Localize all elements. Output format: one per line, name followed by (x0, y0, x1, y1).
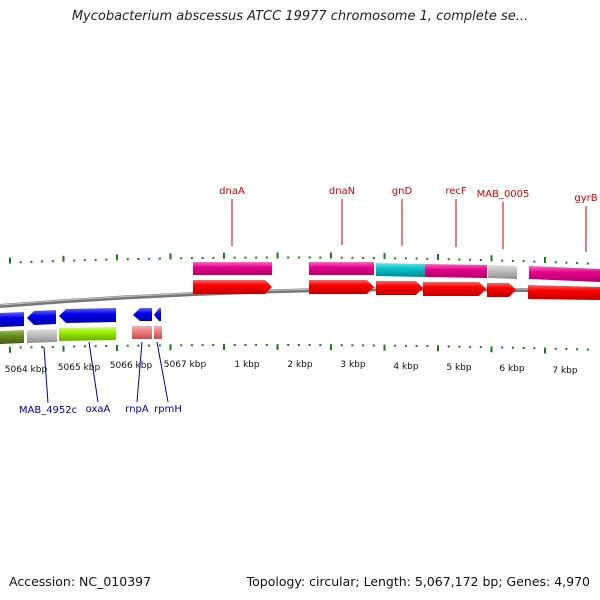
gene-label-rnpA[interactable]: rnpA (125, 404, 149, 415)
gene-label-MAB_0005[interactable]: MAB_0005 (477, 189, 530, 200)
gene-rpmH-arrow[interactable] (154, 308, 161, 321)
topology-label: Topology: circular; Length: 5,067,172 bp… (246, 574, 590, 589)
scale-label: 1 kbp (234, 360, 260, 370)
scale-label: 3 kbp (340, 360, 366, 370)
scale-label: 5067 kbp (164, 360, 207, 370)
top-gene-labels: dnaA dnaN gnD recF MAB_0005 gyrB (219, 186, 598, 252)
scale-label: 5 kbp (446, 363, 472, 373)
gene-recF-arrow[interactable] (423, 282, 486, 296)
label-leader-line (43, 346, 49, 404)
cds-dnaA[interactable] (193, 262, 272, 275)
cds-gyrB[interactable] (529, 266, 600, 282)
forward-cds-row (193, 262, 600, 282)
gene-reverse-arrow-2[interactable] (27, 310, 56, 325)
label-leader-line (136, 341, 143, 403)
genome-backbone (0, 287, 600, 308)
cds-MAB_0005[interactable] (488, 265, 517, 279)
cds-MAB_4952c[interactable] (27, 329, 57, 343)
gene-rnpA-arrow[interactable] (133, 308, 152, 321)
scale-labels: 5064 kbp 5065 kbp 5066 kbp 5067 kbp 1 kbp 2 k… (5, 360, 578, 376)
cds-rnpA[interactable] (132, 326, 152, 339)
bottom-gene-labels: MAB_4952c oxaA rnpA rpmH (19, 341, 182, 416)
scale-label: 6 kbp (499, 364, 525, 374)
gene-gyrB-arrow[interactable] (528, 285, 600, 300)
label-leader-line (156, 341, 169, 403)
map-title: Mycobacterium abscessus ATCC 19977 chrom… (71, 9, 529, 24)
gene-dnaA-arrow[interactable] (193, 280, 272, 294)
accession-label: Accession: NC_010397 (9, 574, 152, 589)
cds-dnaN[interactable] (309, 262, 374, 275)
gene-oxaA-arrow[interactable] (59, 308, 116, 323)
cds-oxaA[interactable] (59, 327, 116, 341)
scale-label: 5064 kbp (5, 365, 48, 375)
scale-label: 2 kbp (287, 360, 313, 370)
top-tick-marks (9, 252, 589, 265)
gene-reverse-arrow-1[interactable] (0, 312, 24, 327)
genome-backbone-highlight (0, 287, 600, 306)
cds-reverse-1[interactable] (0, 330, 24, 344)
scale-label: 7 kbp (552, 366, 578, 376)
reverse-cds-row (0, 326, 162, 344)
gene-gnD-arrow[interactable] (376, 281, 423, 295)
scale-label: 5066 kbp (110, 361, 153, 371)
gene-label-recF[interactable]: recF (445, 186, 467, 197)
gene-label-dnaN[interactable]: dnaN (329, 186, 355, 197)
gene-MAB_0005-arrow[interactable] (487, 283, 516, 297)
cds-recF[interactable] (425, 264, 487, 278)
gene-label-dnaA[interactable]: dnaA (219, 186, 245, 197)
scale-label: 4 kbp (393, 362, 419, 372)
reverse-gene-row (0, 308, 161, 327)
gene-label-rpmH[interactable]: rpmH (154, 404, 182, 415)
forward-gene-row (193, 280, 600, 300)
gene-dnaN-arrow[interactable] (309, 280, 374, 294)
cds-gnD[interactable] (376, 263, 425, 277)
label-leader-line (88, 341, 99, 403)
cds-rpmH[interactable] (154, 326, 162, 339)
gene-label-MAB_4952c[interactable]: MAB_4952c (19, 405, 77, 416)
gene-label-gnD[interactable]: gnD (392, 186, 413, 197)
gene-label-gyrB[interactable]: gyrB (574, 193, 597, 204)
scale-label: 5065 kbp (58, 363, 101, 373)
gene-label-oxaA[interactable]: oxaA (86, 404, 111, 415)
bottom-tick-marks (9, 343, 589, 354)
